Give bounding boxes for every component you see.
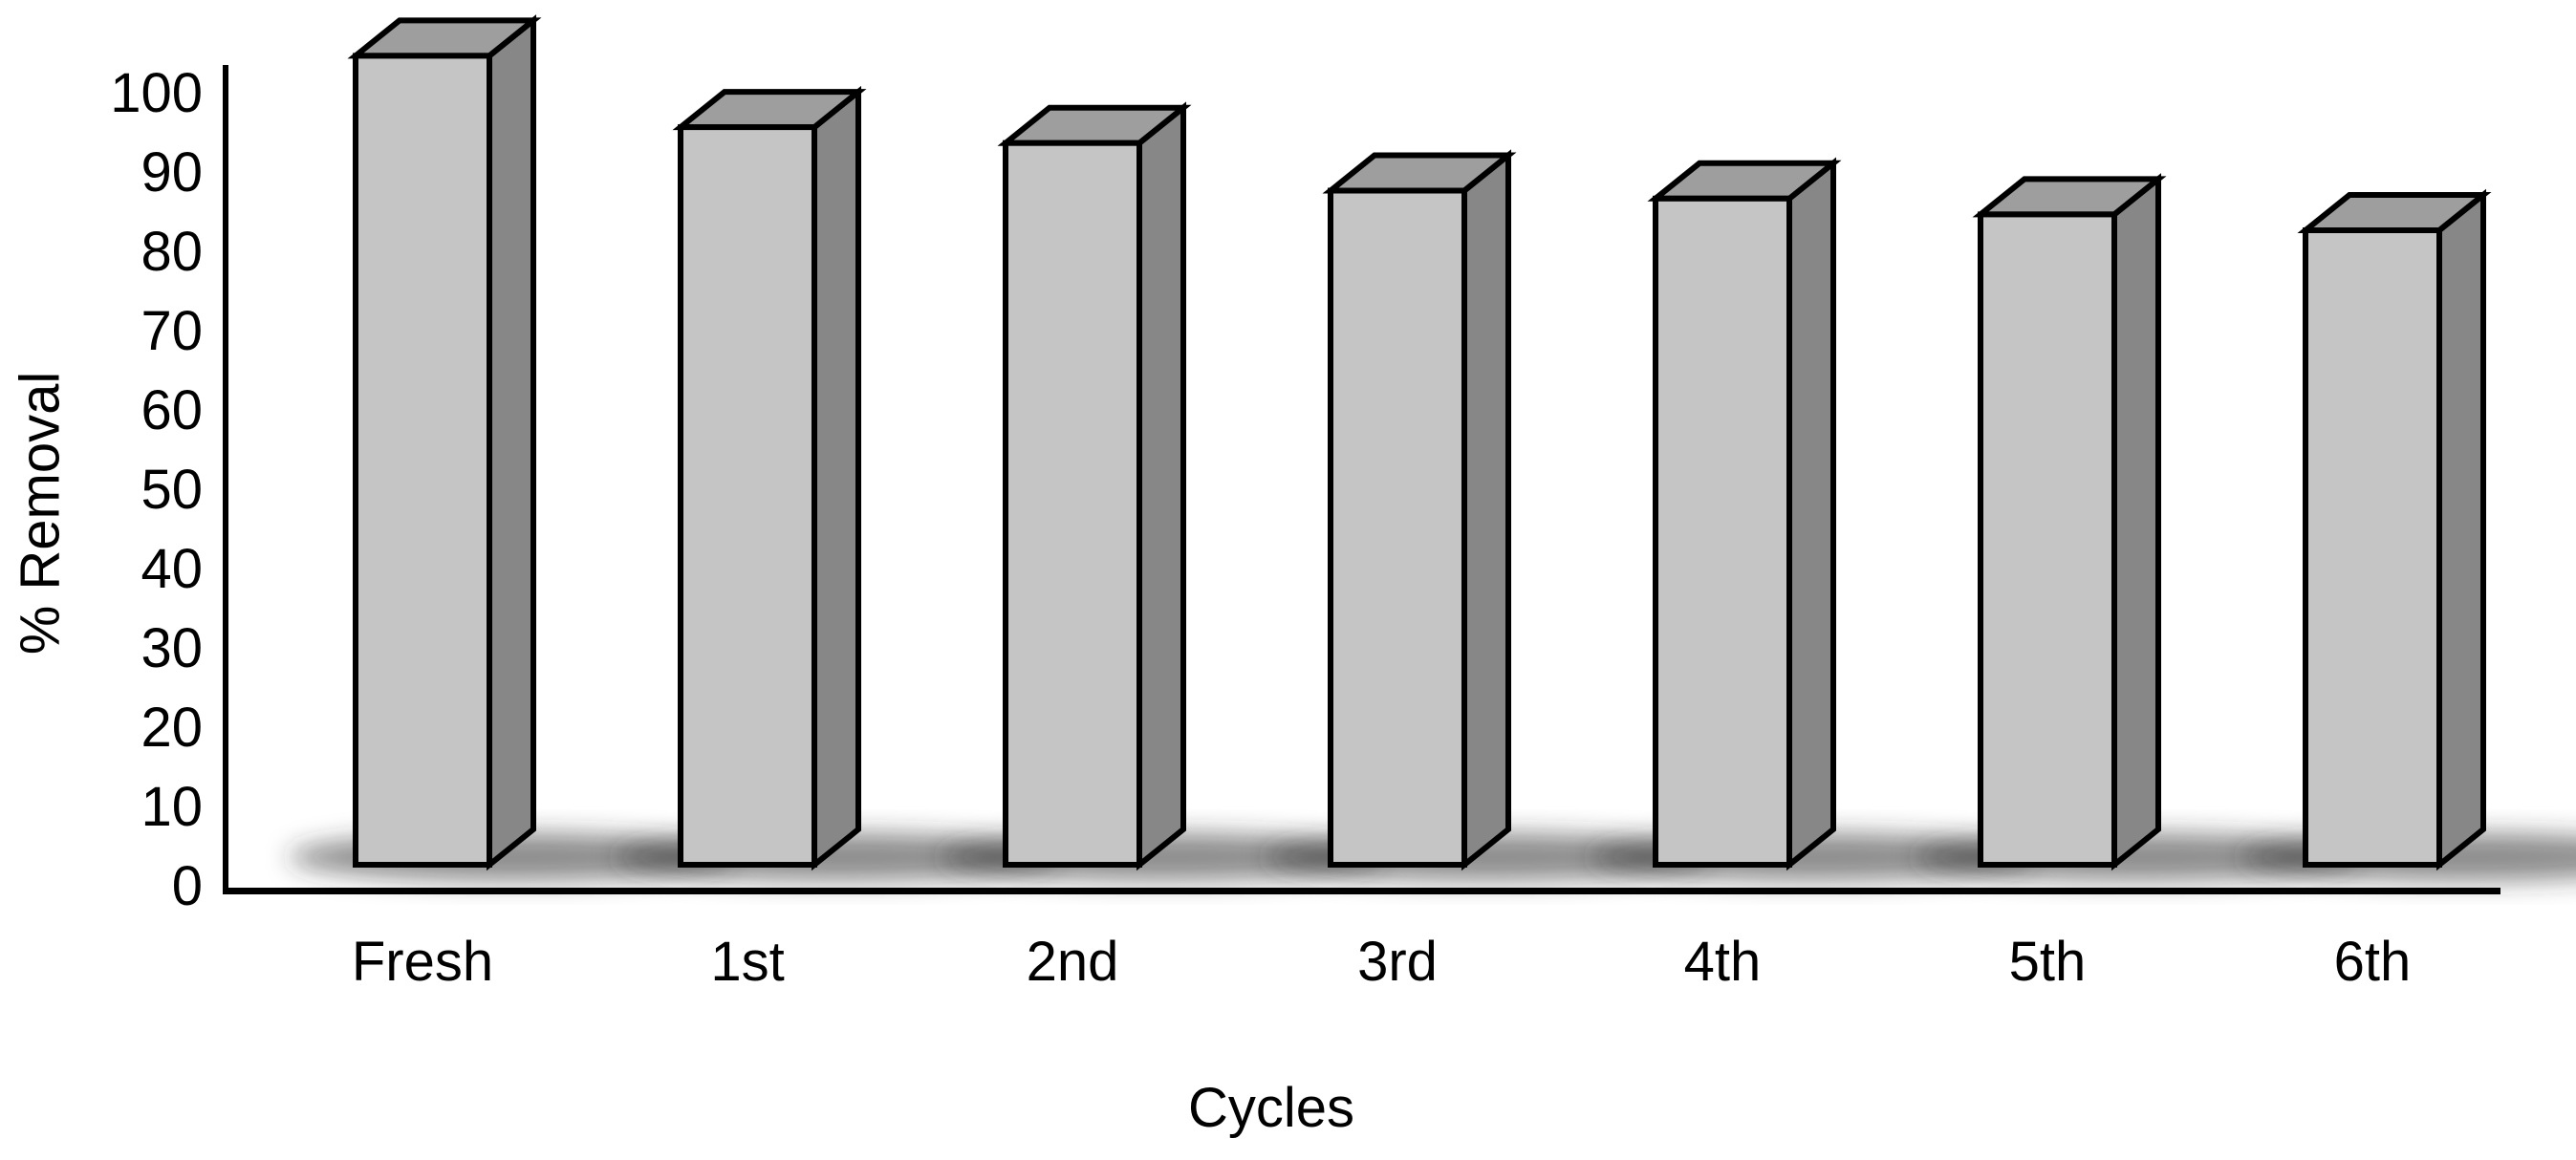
bar-side-face <box>1461 149 1511 871</box>
y-tick-label-0: 0 <box>171 855 203 917</box>
bar-front-face <box>2303 227 2442 868</box>
bar-5th <box>1972 173 2167 871</box>
x-tick-label-3rd: 3rd <box>1357 931 1438 993</box>
x-tick-label-1st: 1st <box>710 931 785 993</box>
bar-3rd <box>1322 149 1517 871</box>
bar-side-face <box>1786 157 1836 871</box>
bars <box>347 14 2492 871</box>
y-axis-title: % Removal <box>9 371 72 655</box>
bar-front-face <box>1978 211 2117 868</box>
bar-side-face <box>2111 173 2161 871</box>
y-axis-line <box>223 65 228 894</box>
bar-side-face <box>812 85 861 871</box>
bar-front-face <box>1003 140 1142 868</box>
y-tick-label-90: 90 <box>141 141 203 204</box>
x-tick-label-4th: 4th <box>1683 931 1762 993</box>
bar-2nd <box>997 101 1192 871</box>
bar-front-face <box>1328 187 1467 868</box>
x-tick-label-2nd: 2nd <box>1026 931 1119 993</box>
bar-front-face <box>1653 195 1792 869</box>
y-tick-label-20: 20 <box>141 697 203 759</box>
x-tick-label-6th: 6th <box>2333 931 2412 993</box>
y-tick-label-60: 60 <box>141 379 203 441</box>
x-axis-line <box>223 888 2500 894</box>
bar-4th <box>1647 157 1842 871</box>
x-tick-label-fresh: Fresh <box>351 931 494 993</box>
y-tick-label-50: 50 <box>141 459 203 521</box>
x-tick-label-5th: 5th <box>2008 931 2087 993</box>
y-tick-label-40: 40 <box>141 538 203 600</box>
bar-1st <box>672 85 867 871</box>
bar-front-face <box>678 124 817 869</box>
y-tick-label-30: 30 <box>141 617 203 679</box>
bar-front-face <box>353 53 492 868</box>
x-axis-title: Cycles <box>1187 1077 1355 1139</box>
y-tick-label-70: 70 <box>141 300 203 362</box>
bar-side-face <box>2436 188 2486 871</box>
y-tick-label-10: 10 <box>141 776 203 838</box>
y-tick-label-80: 80 <box>141 221 203 283</box>
bar-side-face <box>1136 101 1186 871</box>
bar-fresh <box>347 14 542 871</box>
y-tick-label-100: 100 <box>110 62 203 124</box>
bar-6th <box>2297 188 2492 871</box>
bar-side-face <box>487 14 536 871</box>
